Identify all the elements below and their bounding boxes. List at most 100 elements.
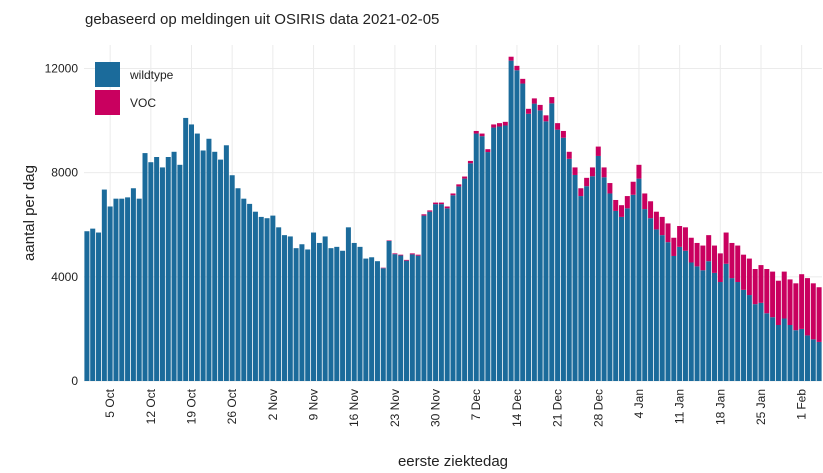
bar [555, 129, 561, 381]
bar [717, 282, 723, 381]
bar [555, 123, 561, 130]
bar [659, 235, 665, 381]
bar [723, 263, 729, 381]
bar [688, 262, 694, 381]
bar [717, 253, 723, 283]
bar [96, 232, 102, 381]
bar [735, 282, 741, 381]
bar [607, 183, 613, 194]
bar [479, 136, 485, 381]
bar [758, 265, 764, 303]
x-tick-label: 28 Dec [591, 389, 605, 427]
bar [444, 206, 450, 209]
bar [223, 145, 229, 381]
bar [473, 133, 479, 381]
bar [281, 235, 287, 381]
bar [781, 318, 787, 381]
bar [619, 205, 625, 217]
x-tick-label: 23 Nov [388, 389, 402, 427]
bar [90, 228, 96, 381]
bar [392, 253, 398, 255]
bar [130, 188, 136, 381]
bar [653, 211, 659, 230]
bar [409, 253, 415, 255]
bar [502, 125, 508, 381]
bar [345, 227, 351, 381]
bar [531, 98, 537, 104]
bar [427, 211, 433, 381]
x-tick-label: 21 Dec [551, 389, 565, 427]
bar [804, 278, 810, 336]
bar [752, 269, 758, 305]
y-tick-label: 8000 [51, 166, 78, 180]
x-tick-label: 5 Oct [103, 388, 117, 417]
legend-label: wildtype [129, 68, 174, 82]
y-axis-label: aantal per dag [21, 165, 38, 261]
bar [218, 159, 224, 381]
bar [665, 242, 671, 381]
bar [101, 189, 107, 381]
chart-title: gebaseerd op meldingen uit OSIRIS data 2… [85, 11, 439, 28]
bar [595, 146, 601, 156]
bar [816, 287, 822, 342]
x-tick-label: 11 Jan [673, 389, 687, 424]
x-tick-label: 26 Oct [225, 388, 239, 424]
bar [711, 245, 718, 273]
bar [84, 231, 90, 381]
bar [456, 186, 462, 381]
bar [578, 188, 584, 197]
bar [642, 209, 648, 381]
bar [671, 255, 677, 381]
bar [485, 149, 491, 153]
bar [520, 83, 526, 382]
bar [729, 278, 735, 381]
bar [723, 232, 729, 264]
bar [165, 157, 171, 381]
bar [496, 123, 502, 127]
bar [113, 198, 119, 381]
bar [560, 137, 566, 381]
bar [653, 229, 659, 381]
bar [276, 227, 282, 381]
bar [177, 164, 183, 381]
bar [572, 167, 578, 175]
bar [514, 65, 520, 71]
bar [316, 242, 322, 381]
bar [200, 150, 206, 381]
bar [357, 246, 363, 381]
bar [380, 267, 386, 269]
bar [706, 235, 712, 262]
bar [816, 341, 822, 381]
bar [746, 295, 752, 381]
bar [322, 236, 328, 381]
bar [537, 110, 543, 382]
bar [700, 270, 706, 381]
bar [810, 339, 816, 381]
bar [694, 242, 700, 267]
bar [636, 164, 642, 179]
legend-label: VOC [130, 96, 156, 110]
bar [572, 174, 578, 381]
bar [770, 271, 776, 318]
bar [450, 195, 456, 381]
bar [369, 257, 375, 381]
bar [119, 198, 125, 381]
bar [775, 280, 781, 325]
bar [107, 206, 113, 381]
bar [462, 176, 468, 179]
bar [311, 232, 317, 381]
bar [589, 176, 595, 381]
bar [212, 151, 218, 381]
bar [415, 255, 421, 381]
bar [526, 108, 532, 114]
bar [601, 177, 607, 381]
bar [677, 226, 683, 247]
x-tick-label: 14 Dec [510, 389, 524, 427]
bar [584, 186, 590, 381]
bar [630, 181, 636, 195]
bar [148, 162, 154, 381]
bar [363, 258, 369, 381]
bar [613, 210, 619, 381]
bar [636, 178, 642, 381]
